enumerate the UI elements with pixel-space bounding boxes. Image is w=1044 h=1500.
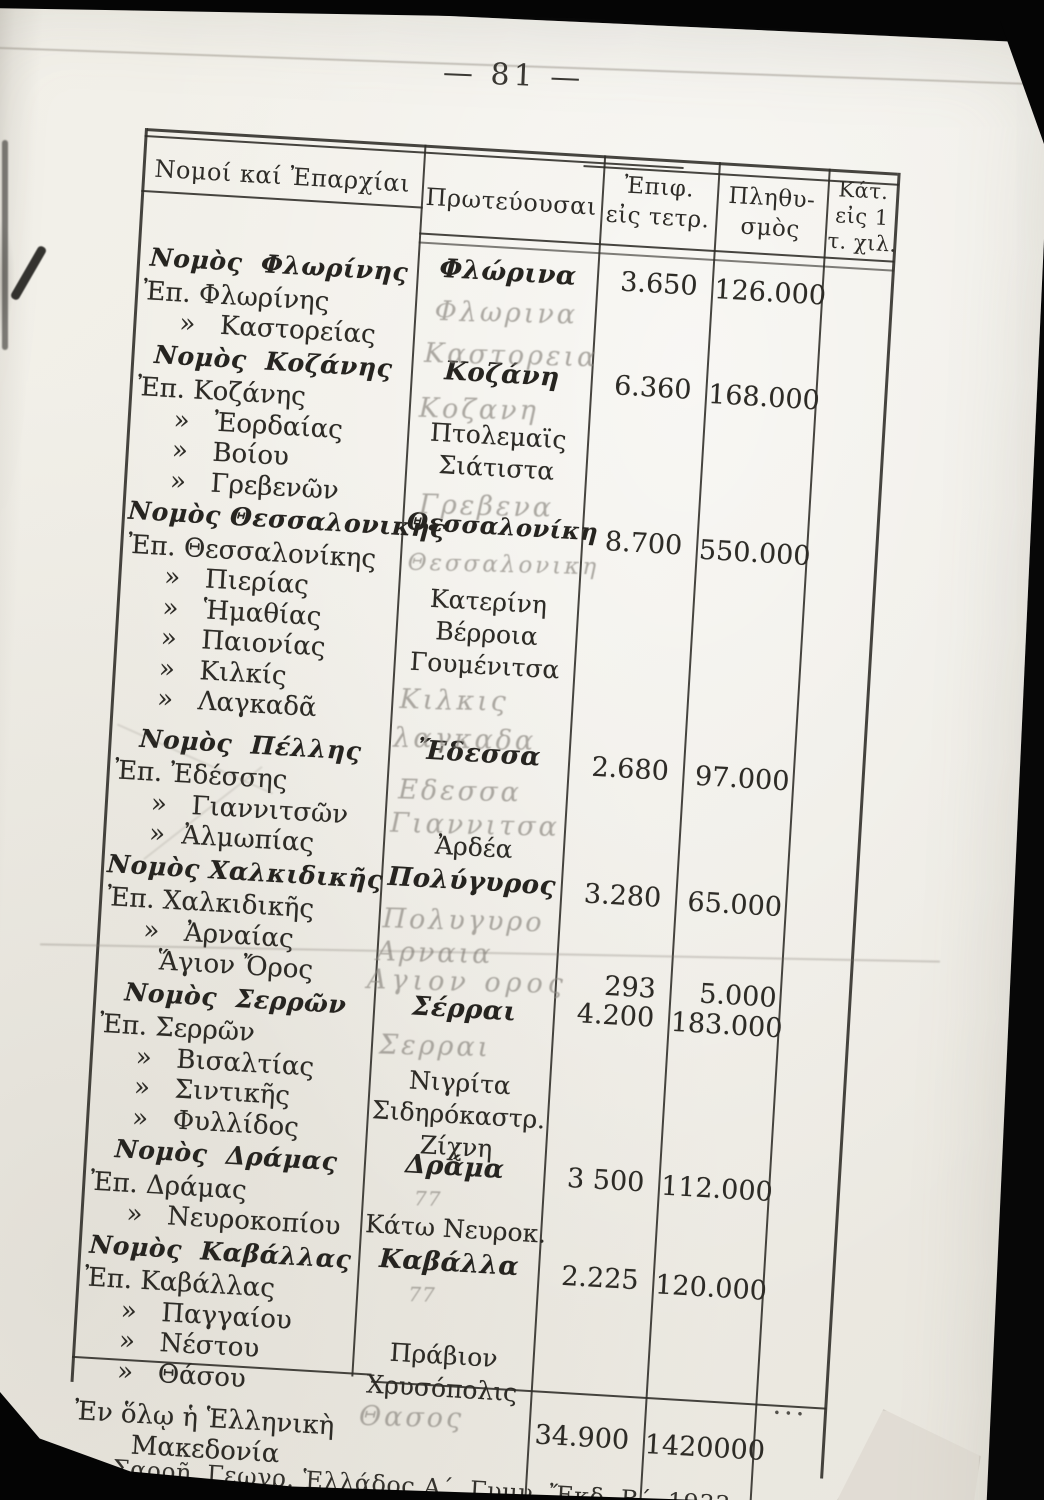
population-serron: 183.000 (669, 1006, 784, 1045)
statistics-table: Νομοί καί Ἐπαρχίαι Πρωτεύουσαι Ἐπιφ. εἰς… (63, 128, 902, 1500)
pencil-annotation-grevena: Γρεβενα (418, 489, 555, 524)
population-florinis: 126.000 (713, 274, 827, 312)
column-header-nomoi-eparchiai: Νομοί καί Ἐπαρχίαι (153, 154, 411, 198)
page-edge-streak (2, 140, 8, 350)
page-number: — 81 — (442, 55, 585, 96)
area-pellis: 2.680 (590, 751, 670, 788)
pencil-annotation-giannitsa: Γιαννιτσα (389, 807, 561, 843)
population-kozanis: 168.000 (707, 378, 821, 417)
capital-florina: Φλώρινα (438, 253, 578, 292)
pencil-annotation-agion-oros: Αγιον ορος (366, 964, 569, 1001)
capital-goumenitsa: Γουμένιτσα (409, 646, 561, 685)
density-total-dots: ... (772, 1389, 809, 1423)
pencil-annotation-kozani: Κοζανη (418, 392, 540, 427)
population-kavallas: 120.000 (654, 1269, 768, 1307)
pencil-annotation-edessa: Εδεσσα (397, 774, 523, 809)
capital-kato-nevrok: Κάτω Νευροκ. (364, 1209, 548, 1249)
capital-pravion: Πράβιον (389, 1337, 499, 1374)
area-kavallas: 2.225 (560, 1260, 640, 1297)
pencil-annotation-florina: Φλωρινα (434, 296, 579, 331)
pencil-annotation-kilkis: Κιλκις (399, 684, 510, 718)
column-header-area-line1: Ἐπιφ. (623, 172, 695, 203)
population-total: 1420000 (643, 1428, 766, 1468)
area-kozanis: 6.360 (613, 370, 693, 406)
column-header-population-line2: σμὸς (739, 213, 801, 243)
area-florinis: 3.650 (619, 266, 699, 303)
area-dramas: 3 500 (566, 1162, 646, 1199)
column-header-density-line3: τ. χιλ. (826, 228, 898, 257)
pencil-annotation-mark-1: 77 (413, 1186, 442, 1211)
population-chalkidikis: 65.000 (686, 886, 783, 924)
column-header-density-line2: εἰς 1 (834, 203, 890, 231)
population-pellis: 97.000 (694, 760, 791, 798)
column-header-area-line2: εἰς τετρ. (604, 201, 711, 234)
pencil-annotation-thessaloniki: Θεσσαλονικη (407, 549, 600, 581)
population-thessalonikis: 550.000 (698, 534, 812, 573)
capital-kavalla: Καβάλλα (378, 1243, 520, 1283)
population-dramas: 112.000 (660, 1170, 774, 1209)
pencil-annotation-polygyros: Πολυγυρο (382, 903, 545, 939)
pencil-annotation-kastoria: Καστορεια (423, 337, 599, 374)
paper-corner-crease (834, 1407, 983, 1500)
area-total: 34.900 (533, 1419, 630, 1456)
pencil-annotation-lagkada: λαγκαδα (392, 722, 537, 757)
column-header-density-line1: Κάτ. (837, 177, 890, 205)
pencil-annotation-thasos: Θασος (358, 1400, 465, 1435)
pencil-annotation-serrai: Σερραι (378, 1029, 492, 1064)
column-header-population-line1: Πληθυ- (727, 182, 817, 214)
area-chalkidikis: 3.280 (583, 878, 663, 914)
capital-siatista: Σιάτιστα (437, 450, 556, 486)
area-serron: 4.200 (576, 998, 656, 1034)
capital-polygyros: Πολύγυρος (386, 861, 557, 902)
column-header-capitals: Πρωτεύουσαι (424, 182, 598, 221)
pencil-annotation-mark-2: 77 (408, 1282, 437, 1307)
